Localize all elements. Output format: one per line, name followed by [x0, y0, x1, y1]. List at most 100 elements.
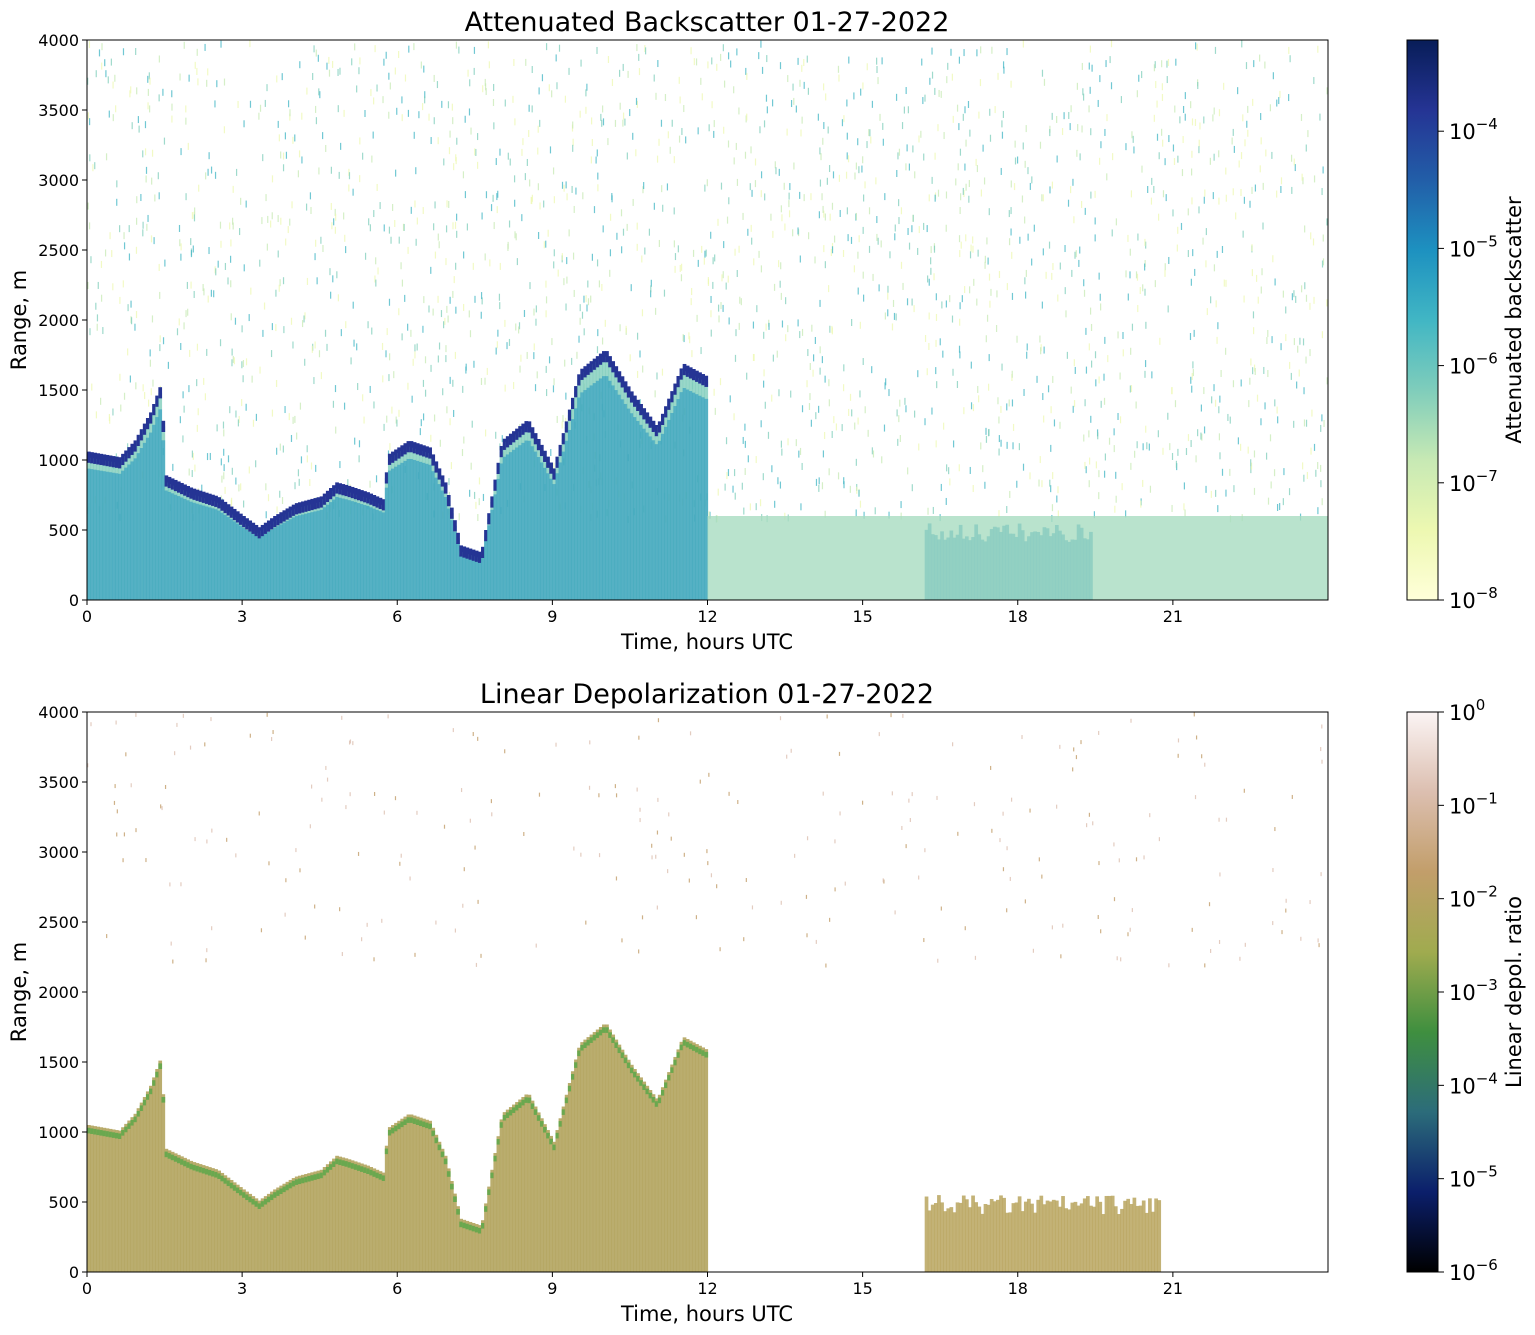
noise-speck — [801, 405, 804, 413]
noise-speck — [1276, 503, 1279, 511]
cloud-column-core — [567, 429, 572, 600]
noise-speck — [710, 310, 712, 318]
cloud-base — [254, 524, 259, 537]
noise-speck — [1267, 370, 1269, 378]
depol-layer-edge — [682, 1040, 687, 1046]
depol-layer-edge — [96, 1129, 101, 1136]
noise-speck — [385, 350, 387, 358]
low-cloud-column — [1095, 1196, 1100, 1272]
noise-speck — [463, 436, 465, 444]
noise-speck — [396, 419, 398, 427]
noise-speck — [936, 795, 938, 800]
noise-speck — [1177, 226, 1179, 234]
noise-speck — [959, 148, 962, 156]
cloud-column-core — [670, 412, 674, 600]
noise-speck — [1166, 60, 1168, 68]
noise-speck — [937, 189, 940, 197]
noise-speck — [573, 205, 575, 213]
noise-speck — [914, 171, 916, 179]
noise-speck — [1252, 367, 1254, 375]
noise-speck — [1116, 956, 1118, 961]
cloud-base — [639, 404, 643, 416]
cloud-column-core — [400, 462, 405, 600]
noise-speck — [172, 959, 174, 964]
noise-speck — [1213, 384, 1215, 392]
noise-speck — [987, 383, 990, 391]
cloud-base — [226, 504, 231, 516]
x-tick-label: 9 — [547, 607, 557, 626]
noise-speck — [119, 373, 121, 381]
noise-speck — [959, 318, 961, 326]
noise-speck — [1235, 212, 1237, 220]
noise-speck — [933, 245, 936, 253]
noise-speck — [290, 317, 293, 325]
depol-layer-edge — [586, 1039, 591, 1046]
noise-speck — [1213, 264, 1216, 272]
noise-speck — [727, 52, 730, 60]
noise-speck — [241, 399, 243, 407]
cloud-column-core — [633, 417, 637, 600]
depol-layer-edge — [651, 1097, 656, 1103]
noise-speck — [829, 325, 831, 333]
noise-speck — [781, 320, 784, 328]
noise-speck — [179, 239, 181, 247]
noise-speck — [1016, 156, 1019, 164]
depol-column — [508, 1107, 513, 1272]
noise-speck — [192, 245, 194, 253]
noise-speck — [801, 462, 803, 470]
noise-speck — [643, 182, 645, 190]
noise-speck — [482, 85, 484, 93]
noise-speck — [294, 415, 296, 423]
noise-speck — [945, 224, 947, 232]
noise-speck — [708, 124, 710, 132]
low-cloud-column — [1070, 1202, 1075, 1272]
noise-speck — [545, 240, 547, 248]
noise-speck — [454, 351, 457, 359]
noise-speck — [1272, 868, 1274, 873]
noise-speck — [484, 253, 486, 261]
noise-speck — [774, 161, 776, 169]
noise-speck — [490, 799, 492, 804]
noise-speck — [585, 106, 587, 114]
noise-speck — [528, 104, 530, 112]
noise-speck — [1133, 146, 1135, 154]
noise-speck — [395, 169, 397, 177]
noise-speck — [1168, 256, 1170, 264]
noise-speck — [420, 419, 422, 427]
depol-column — [313, 1171, 318, 1272]
cloud-column-core — [235, 523, 240, 600]
noise-speck — [216, 80, 218, 88]
noise-speck — [1145, 321, 1147, 329]
noise-speck — [159, 291, 161, 299]
noise-speck — [1261, 268, 1263, 276]
noise-speck — [719, 947, 721, 952]
noise-speck — [1171, 387, 1173, 395]
noise-speck — [876, 216, 878, 224]
depol-column — [629, 1064, 634, 1272]
noise-speck — [977, 385, 979, 393]
noise-speck — [1291, 293, 1293, 301]
noise-speck — [1290, 372, 1292, 380]
noise-speck — [754, 180, 757, 188]
depol-column — [220, 1172, 225, 1272]
noise-speck — [1310, 447, 1312, 455]
cloud-base — [114, 456, 119, 468]
noise-speck — [845, 171, 848, 179]
noise-speck — [811, 324, 813, 332]
noise-speck — [638, 53, 640, 61]
noise-speck — [1049, 129, 1051, 137]
noise-speck — [906, 298, 909, 306]
noise-speck — [1075, 250, 1077, 258]
noise-speck — [985, 427, 987, 435]
depol-layer-edge — [133, 1116, 138, 1123]
noise-speck — [1202, 237, 1204, 245]
noise-speck — [313, 377, 315, 385]
noise-speck — [742, 212, 744, 220]
noise-speck — [590, 295, 592, 303]
depol-layer-edge — [223, 1178, 228, 1184]
noise-speck — [831, 325, 833, 333]
noise-speck — [1088, 343, 1090, 351]
noise-speck — [1088, 480, 1090, 488]
noise-speck — [330, 202, 332, 210]
noise-speck — [445, 345, 447, 353]
